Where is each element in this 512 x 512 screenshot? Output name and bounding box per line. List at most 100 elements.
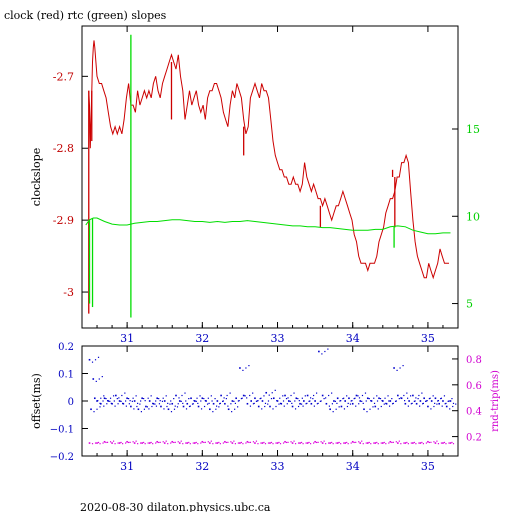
roundtrip-point	[355, 441, 357, 443]
offset-point	[332, 411, 334, 413]
roundtrip-point	[234, 443, 236, 445]
offset-point	[88, 358, 91, 361]
offset-point	[249, 405, 252, 407]
offset-point	[234, 408, 236, 410]
roundtrip-point	[359, 442, 362, 444]
offset-point	[357, 395, 359, 397]
offset-point	[120, 400, 122, 402]
roundtrip-point	[140, 442, 142, 444]
plot-frame	[81, 25, 459, 329]
offset-point	[400, 397, 403, 400]
roundtrip-point	[276, 442, 279, 444]
offset-point	[328, 394, 330, 397]
roundtrip-point	[103, 440, 106, 443]
offset-point	[155, 405, 158, 407]
roundtrip-point	[351, 440, 354, 443]
roundtrip-point	[362, 443, 364, 445]
offset-point	[208, 402, 210, 404]
offset-point	[148, 400, 151, 402]
offset-point	[96, 400, 98, 402]
offset-point	[378, 397, 380, 400]
roundtrip-point	[302, 443, 304, 445]
roundtrip-point	[261, 442, 264, 444]
offset-point	[181, 394, 183, 397]
offset-point	[336, 402, 338, 404]
offset-point	[267, 400, 270, 402]
offset-point	[237, 406, 239, 408]
x-tick-label: 32	[195, 460, 209, 473]
offset-point	[377, 408, 379, 410]
offset-point	[222, 400, 224, 402]
offset-point	[227, 405, 229, 407]
offset-point	[205, 400, 207, 402]
offset-point	[455, 403, 457, 405]
roundtrip-point	[316, 441, 318, 444]
offset-point	[396, 369, 398, 371]
offset-point	[419, 400, 422, 402]
offset-point	[188, 398, 190, 400]
offset-point	[310, 402, 313, 405]
offset-point	[437, 400, 440, 402]
offset-point	[443, 395, 446, 397]
offset-point	[121, 394, 123, 397]
roundtrip-point	[118, 442, 121, 444]
offset-point	[321, 394, 324, 397]
roundtrip-point	[406, 441, 408, 444]
offset-point	[163, 408, 165, 410]
offset-point	[300, 403, 303, 405]
offset-point	[290, 394, 292, 397]
offset-point	[339, 400, 341, 402]
offset-point	[132, 397, 134, 399]
offset-point	[385, 402, 388, 405]
offset-point	[342, 398, 344, 400]
offset-point	[215, 408, 217, 410]
offset-point	[430, 408, 432, 410]
roundtrip-point	[317, 441, 319, 443]
offset-point	[101, 376, 103, 378]
roundtrip-point	[165, 440, 167, 442]
offset-point	[261, 400, 264, 402]
offset-point	[336, 397, 339, 400]
roundtrip-point	[141, 442, 143, 444]
roundtrip-point	[137, 443, 139, 445]
offset-point	[364, 392, 367, 394]
offset-point	[413, 400, 415, 402]
roundtrip-point	[287, 441, 289, 443]
offset-point	[233, 400, 235, 402]
offset-point	[404, 402, 407, 405]
offset-point	[410, 403, 412, 405]
roundtrip-point	[270, 441, 273, 444]
offset-point	[312, 398, 314, 400]
offset-point	[98, 378, 100, 380]
offset-point	[150, 395, 152, 397]
offset-point	[427, 405, 429, 408]
offset-point	[103, 397, 106, 400]
offset-point	[299, 402, 301, 405]
roundtrip-point	[374, 442, 377, 444]
offset-point	[234, 402, 236, 404]
roundtrip-point	[186, 442, 189, 444]
roundtrip-point	[102, 442, 104, 444]
offset-point	[325, 397, 327, 399]
roundtrip-point	[421, 441, 423, 444]
offset-point	[163, 400, 166, 402]
offset-point	[421, 392, 423, 394]
offset-point	[316, 403, 318, 405]
offset-point	[265, 391, 268, 394]
roundtrip-point	[147, 442, 149, 444]
roundtrip-point	[170, 442, 172, 444]
roundtrip-point	[203, 441, 205, 444]
y2-tick-label: 0.6	[466, 381, 482, 392]
roundtrip-point	[222, 442, 224, 444]
offset-point	[346, 405, 349, 408]
roundtrip-point	[269, 442, 271, 444]
offset-point	[418, 394, 420, 397]
offset-point	[321, 353, 323, 355]
offset-point	[358, 397, 361, 399]
offset-point	[210, 395, 212, 397]
y2-tick-label: 0.2	[466, 433, 482, 444]
offset-point	[309, 400, 311, 402]
offset-point	[402, 365, 404, 367]
roundtrip-point	[188, 441, 190, 444]
roundtrip-point	[290, 441, 292, 443]
